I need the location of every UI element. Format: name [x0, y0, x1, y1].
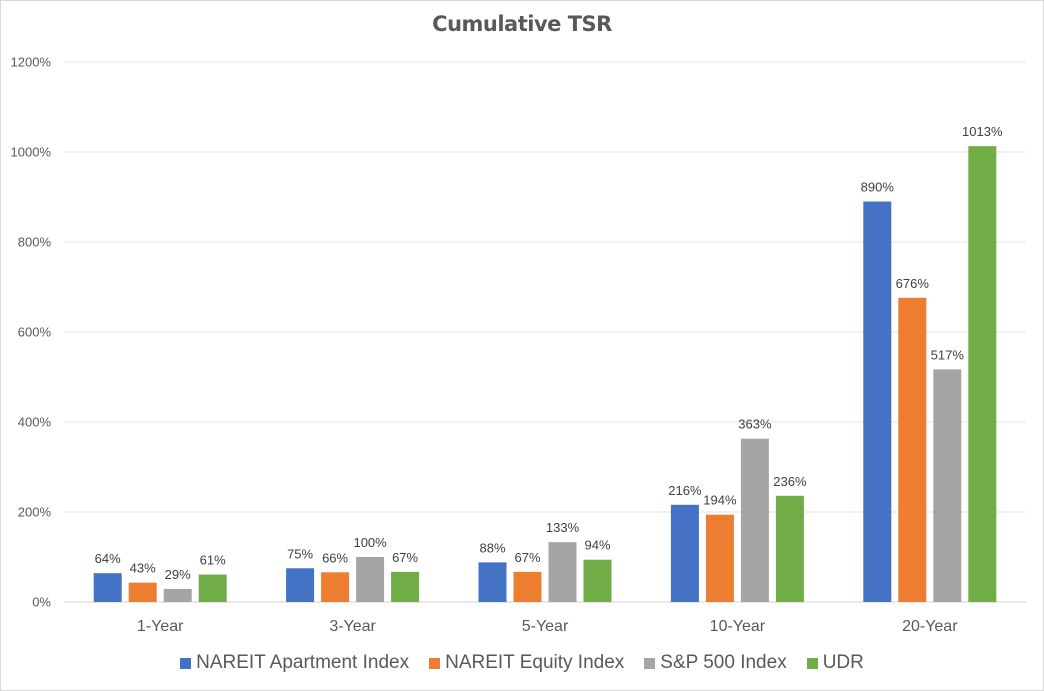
- bar-5-year-2: [548, 542, 577, 602]
- data-label: 194%: [703, 493, 737, 508]
- y-tick-label: 800%: [18, 235, 52, 250]
- bar-3-year-3: [391, 571, 420, 602]
- y-tick-label: 400%: [18, 415, 52, 430]
- data-label: 363%: [738, 417, 772, 432]
- data-label: 75%: [287, 546, 313, 561]
- category-label: 20-Year: [902, 618, 958, 635]
- data-label: 236%: [773, 474, 807, 489]
- bar-1-year-2: [163, 588, 192, 602]
- bar-10-year-2: [740, 438, 769, 602]
- bar-20-year-0: [863, 201, 892, 602]
- y-tick-label: 600%: [18, 325, 52, 340]
- bar-5-year-3: [583, 559, 612, 602]
- data-label: 67%: [514, 550, 540, 565]
- data-label: 67%: [392, 550, 418, 565]
- chart-title: Cumulative TSR: [432, 12, 612, 36]
- bar-10-year-0: [670, 504, 699, 602]
- legend-label: UDR: [822, 652, 864, 673]
- legend-swatch: [806, 657, 818, 669]
- data-label: 1013%: [962, 124, 1003, 139]
- y-axis-ticks: 0% 200% 400% 600% 800% 1000% 1200%: [11, 55, 52, 610]
- legend-item: NAREIT Equity Index: [429, 652, 624, 674]
- legend-item: S&P 500 Index: [644, 652, 787, 674]
- data-label: 61%: [200, 553, 226, 568]
- legend-label: NAREIT Apartment Index: [196, 652, 410, 673]
- bar-1-year-1: [128, 582, 157, 602]
- legend: NAREIT Apartment Index NAREIT Equity Inde…: [0, 651, 1044, 675]
- data-label: 64%: [95, 551, 121, 566]
- bars: [93, 146, 997, 602]
- legend-swatch: [644, 657, 656, 669]
- legend-swatch: [180, 657, 192, 669]
- category-label: 10-Year: [710, 618, 766, 635]
- category-label: 1-Year: [137, 618, 184, 635]
- y-tick-label: 1200%: [11, 55, 52, 70]
- data-label: 216%: [668, 483, 702, 498]
- data-label: 890%: [861, 180, 895, 195]
- data-label: 133%: [546, 520, 580, 535]
- category-label: 5-Year: [522, 618, 569, 635]
- bar-20-year-3: [968, 146, 997, 602]
- bar-10-year-3: [775, 495, 804, 602]
- bar-20-year-2: [933, 369, 962, 602]
- data-labels: 64% 43% 29% 61% 75% 66% 100% 67% 88% 67% 133% 94% 21…: [95, 124, 1003, 582]
- bar-20-year-1: [898, 297, 927, 602]
- bar-5-year-1: [513, 571, 542, 602]
- data-label: 43%: [130, 561, 156, 576]
- data-label: 100%: [353, 535, 387, 550]
- y-tick-label: 200%: [18, 505, 52, 520]
- bar-3-year-1: [321, 572, 350, 602]
- bar-1-year-3: [198, 574, 227, 602]
- x-axis-categories: 1-Year 3-Year 5-Year 10-Year 20-Year: [137, 618, 958, 635]
- legend-swatch: [429, 657, 441, 669]
- category-label: 3-Year: [329, 618, 376, 635]
- bar-10-year-1: [705, 514, 734, 602]
- bar-3-year-0: [286, 568, 315, 602]
- data-label: 676%: [896, 276, 930, 291]
- bar-5-year-0: [478, 562, 507, 602]
- legend-item: NAREIT Apartment Index: [180, 652, 409, 674]
- bar-1-year-0: [93, 573, 122, 602]
- data-label: 66%: [322, 550, 348, 565]
- legend-item: UDR: [806, 652, 864, 674]
- bar-3-year-2: [356, 557, 385, 602]
- legend-label: S&P 500 Index: [660, 652, 787, 673]
- data-label: 94%: [584, 538, 610, 553]
- y-tick-label: 0%: [32, 595, 51, 610]
- data-label: 517%: [931, 347, 965, 362]
- legend-label: NAREIT Equity Index: [445, 652, 625, 673]
- y-tick-label: 1000%: [11, 145, 52, 160]
- data-label: 88%: [479, 540, 505, 555]
- data-label: 29%: [165, 567, 191, 582]
